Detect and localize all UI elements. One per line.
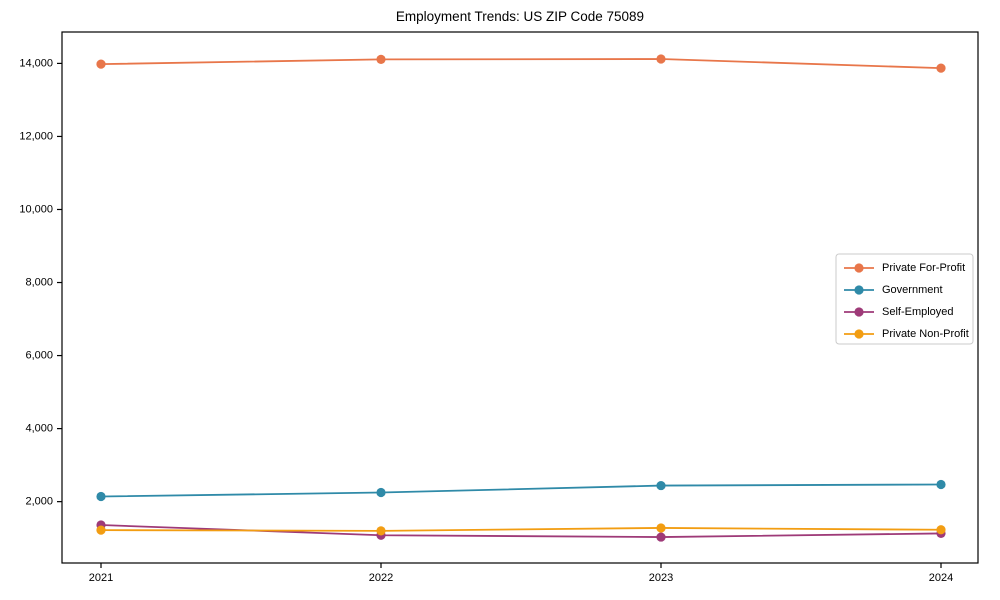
data-point: [96, 491, 106, 502]
data-point: [656, 480, 666, 491]
x-tick-label: 2022: [369, 572, 393, 584]
data-point: [376, 54, 386, 64]
data-point: [656, 523, 666, 533]
legend-label: Government: [882, 284, 943, 296]
series-line-private-for-profit: [100, 58, 942, 70]
legend-marker-dot: [854, 329, 864, 339]
legend-marker-dot: [854, 263, 864, 273]
data-point: [936, 525, 946, 535]
legend-label: Self-Employed: [882, 306, 954, 318]
series-line-private-non-profit: [100, 527, 942, 532]
legend-label: Private For-Profit: [882, 262, 965, 274]
x-tick-label: 2023: [649, 572, 673, 584]
y-tick-label: 6,000: [25, 350, 53, 362]
x-tick-label: 2024: [929, 572, 953, 584]
y-tick-label: 12,000: [19, 130, 53, 142]
legend-marker-dot: [854, 307, 864, 317]
legend-marker-dot: [854, 285, 864, 295]
data-point: [96, 525, 106, 535]
y-tick-label: 4,000: [25, 423, 53, 435]
data-point: [656, 532, 666, 542]
data-point: [376, 487, 386, 498]
legend: [835, 253, 974, 345]
legend-label: Private Non-Profit: [882, 328, 969, 340]
legend-item: Private Non-Profit: [844, 328, 969, 340]
data-point: [936, 63, 946, 73]
data-point: [656, 54, 666, 64]
series-line-government: [100, 483, 942, 498]
y-tick-label: 14,000: [19, 57, 53, 69]
data-point: [936, 479, 946, 490]
data-point: [376, 526, 386, 536]
x-tick-label: 2021: [89, 572, 113, 584]
y-tick-label: 10,000: [19, 203, 53, 215]
legend-item: Private For-Profit: [844, 262, 965, 274]
legend-item: Government: [844, 284, 943, 296]
legend-item: Self-Employed: [844, 306, 954, 318]
data-point: [96, 59, 106, 69]
chart-title: Employment Trends: US ZIP Code 75089: [395, 9, 645, 24]
y-tick-label: 2,000: [25, 496, 53, 508]
y-tick-label: 8,000: [25, 277, 53, 289]
plot-area: [61, 31, 979, 564]
